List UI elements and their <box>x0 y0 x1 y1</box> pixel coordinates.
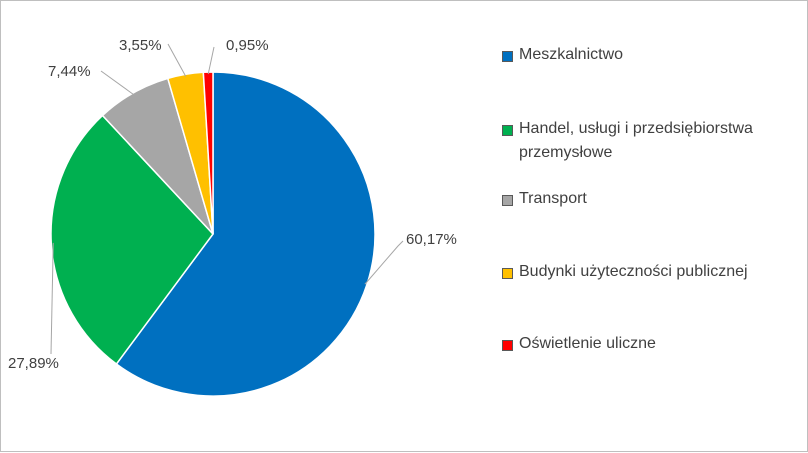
leader-line-handel <box>50 242 54 355</box>
legend-label: Oświetlenie uliczne <box>519 335 656 352</box>
leader-line-oswietlenie <box>207 46 215 75</box>
data-label-oswietlenie: 0,95% <box>226 37 269 54</box>
legend-swatch <box>502 340 513 351</box>
legend-item-budynki: Budynki użyteczności publicznej <box>502 263 789 284</box>
legend-swatch <box>502 51 513 62</box>
legend-label: Handel, usługi i przedsiębiorstwa przemy… <box>519 120 753 161</box>
data-labels: 60,17% 27,89% 7,44% 3,55% 0,95% <box>8 37 457 372</box>
pie-slice-meszkalnictwo <box>115 71 376 397</box>
legend-item-transport: Transport <box>502 190 789 211</box>
leader-lines <box>50 43 404 355</box>
legend-label: Budynki użyteczności publicznej <box>519 263 748 280</box>
data-label-handel: 27,89% <box>8 355 59 372</box>
leader-line-transport <box>100 70 135 96</box>
leader-line-meszkalnictwo <box>364 240 404 285</box>
data-label-meszkalnictwo: 60,17% <box>406 231 457 248</box>
data-label-transport: 7,44% <box>48 63 91 80</box>
legend-label: Meszkalnictwo <box>519 46 624 63</box>
legend-swatch <box>502 125 513 136</box>
legend-item-handel: Handel, usługi i przedsiębiorstwa przemy… <box>502 120 789 165</box>
legend-swatch <box>502 268 513 279</box>
pie-slice-handel <box>50 114 214 366</box>
legend-item-oswietlenie: Oświetlenie uliczne <box>502 335 789 356</box>
leader-line-budynki <box>167 43 187 77</box>
legend-label: Transport <box>519 190 587 207</box>
legend-swatch <box>502 195 513 206</box>
legend-item-meszkalnictwo: Meszkalnictwo <box>502 46 789 67</box>
data-label-budynki: 3,55% <box>119 37 162 54</box>
pie-slices <box>50 71 376 397</box>
